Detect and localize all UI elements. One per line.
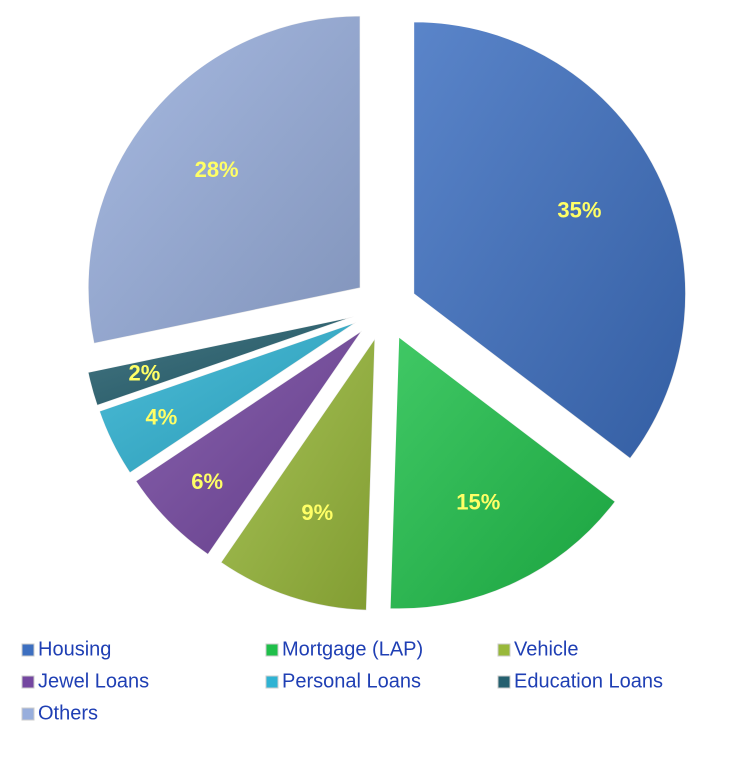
data-label: 15% <box>456 490 500 515</box>
slice-shade <box>88 15 361 344</box>
legend-swatch <box>21 675 35 689</box>
slice-shade <box>413 21 686 459</box>
legend-label: Vehicle <box>514 638 579 660</box>
legend-swatch <box>265 643 279 657</box>
slice-shade <box>135 330 363 555</box>
legend-label: Jewel Loans <box>38 670 149 692</box>
data-label: 28% <box>195 157 239 182</box>
data-label: 35% <box>557 197 601 222</box>
legend-label: Housing <box>38 638 111 660</box>
data-label: 9% <box>301 500 333 525</box>
legend-label: Mortgage (LAP) <box>282 638 423 660</box>
slice-shade <box>87 316 355 406</box>
data-label: 4% <box>145 405 177 430</box>
legend-label: Education Loans <box>514 670 663 692</box>
data-label: 6% <box>191 469 223 494</box>
legend-label: Others <box>38 702 98 724</box>
legend-label: Personal Loans <box>282 670 421 692</box>
legend-swatch <box>265 675 279 689</box>
slice-shade <box>220 338 376 611</box>
legend-swatch <box>21 643 35 657</box>
legend-swatch <box>497 643 511 657</box>
data-label: 2% <box>129 360 161 385</box>
slice-shade <box>99 322 357 473</box>
slice-shade <box>390 336 616 609</box>
legend-swatch <box>21 707 35 721</box>
legend-swatch <box>497 675 511 689</box>
